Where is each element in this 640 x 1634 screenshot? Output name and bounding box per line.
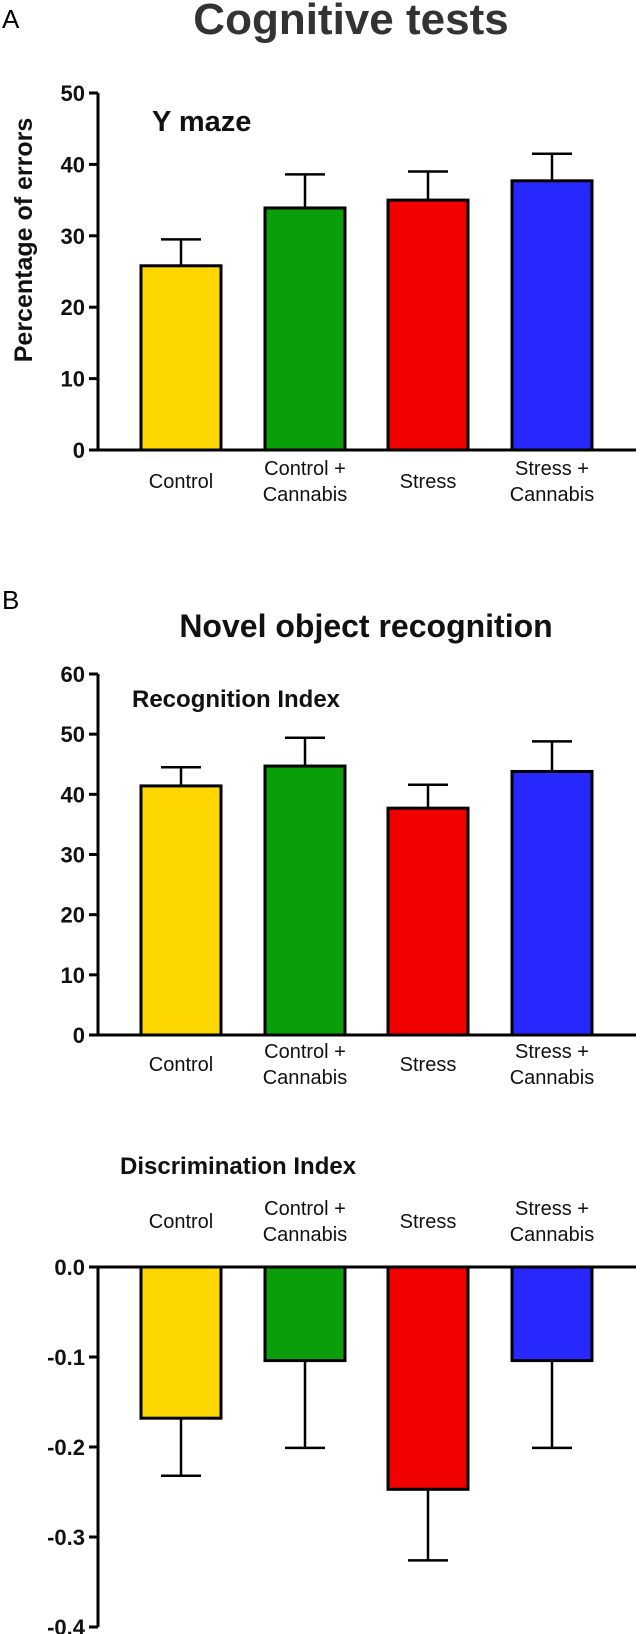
ymaze-y-tick-label-4: 40 <box>61 152 85 177</box>
discr-y-tick-label-1: -0.1 <box>47 1345 85 1370</box>
recog-bar-stress <box>386 806 470 1037</box>
ymaze-y-tick-label-0: 0 <box>73 438 85 463</box>
discr-category-label-3-line-1: Stress <box>400 1211 457 1233</box>
recog-y-tick-label-3: 30 <box>61 843 85 868</box>
discr-y-tick-label-3: -0.3 <box>47 1525 85 1550</box>
ymaze-category-label-4-line-2: Cannabis <box>510 484 595 506</box>
main-title: Cognitive tests <box>193 0 508 44</box>
ymaze-category-label-3-line-1: Stress <box>400 471 457 493</box>
recog-y-tick-label-4: 40 <box>61 782 85 807</box>
discr-y-tick-label-2: -0.2 <box>47 1435 85 1460</box>
panel-b-title: Novel object recognition <box>179 608 552 644</box>
recog-y-tick-label-0: 0 <box>73 1023 85 1048</box>
ymaze-y-axis-label: Percentage of errors <box>10 118 38 363</box>
discr-bar-stress <box>386 1265 470 1491</box>
recog-category-label-2-line-1: Control + <box>264 1041 346 1063</box>
ymaze-y-tick-label-3: 30 <box>61 224 85 249</box>
ymaze-category-label-2-line-2: Cannabis <box>263 484 348 506</box>
recog-y-tick-label-1: 10 <box>61 963 85 988</box>
ymaze-y-tick-label-2: 20 <box>61 295 85 320</box>
ymaze-bar-stress <box>386 198 470 452</box>
ymaze-bar-control-cannabis <box>263 206 347 452</box>
panel-letter-b: B <box>2 585 19 615</box>
ymaze-category-label-2-line-1: Control + <box>264 458 346 480</box>
recog-title: Recognition Index <box>132 686 341 713</box>
recog-bar-stress-cannabis <box>510 769 594 1037</box>
discr-title: Discrimination Index <box>120 1153 357 1180</box>
recog-category-label-4-line-2: Cannabis <box>510 1067 595 1089</box>
discr-category-label-2-line-2: Cannabis <box>263 1224 348 1246</box>
recog-bar-control-cannabis <box>263 764 347 1037</box>
recog-bar-control <box>139 784 223 1037</box>
charts-group: Y maze Percentage of errors 0 10 20 30 40 50 Con… <box>10 81 636 1634</box>
ymaze-y-tick-label-1: 10 <box>61 367 85 392</box>
recog-y-tick-label-6: 60 <box>61 662 85 687</box>
discr-bar-control-cannabis <box>263 1265 347 1363</box>
discr-category-label-4-line-1: Stress + <box>515 1198 589 1220</box>
discr-bar-stress-cannabis <box>510 1265 594 1363</box>
ymaze-bar-stress-cannabis <box>510 179 594 452</box>
ymaze-title: Y maze <box>152 106 251 138</box>
ymaze-category-label-1-line-1: Control <box>149 471 213 493</box>
panel-letter-a: A <box>2 4 20 34</box>
recog-category-label-4-line-1: Stress + <box>515 1041 589 1063</box>
discr-category-label-2-line-1: Control + <box>264 1198 346 1220</box>
ymaze-y-tick-label-5: 50 <box>61 81 85 106</box>
recog-y-tick-label-2: 20 <box>61 903 85 928</box>
discr-y-tick-label-4: -0.4 <box>47 1615 86 1634</box>
recog-category-label-3-line-1: Stress <box>400 1054 457 1076</box>
recog-category-label-2-line-2: Cannabis <box>263 1067 348 1089</box>
ymaze-bar-control <box>139 264 223 452</box>
recog-category-label-1-line-1: Control <box>149 1054 213 1076</box>
discr-bar-control <box>139 1265 223 1420</box>
discr-y-tick-label-0: 0.0 <box>54 1255 85 1280</box>
discr-category-label-1-line-1: Control <box>149 1211 213 1233</box>
ymaze-category-label-4-line-1: Stress + <box>515 458 589 480</box>
discr-category-label-4-line-2: Cannabis <box>510 1224 595 1246</box>
recog-y-tick-label-5: 50 <box>61 722 85 747</box>
